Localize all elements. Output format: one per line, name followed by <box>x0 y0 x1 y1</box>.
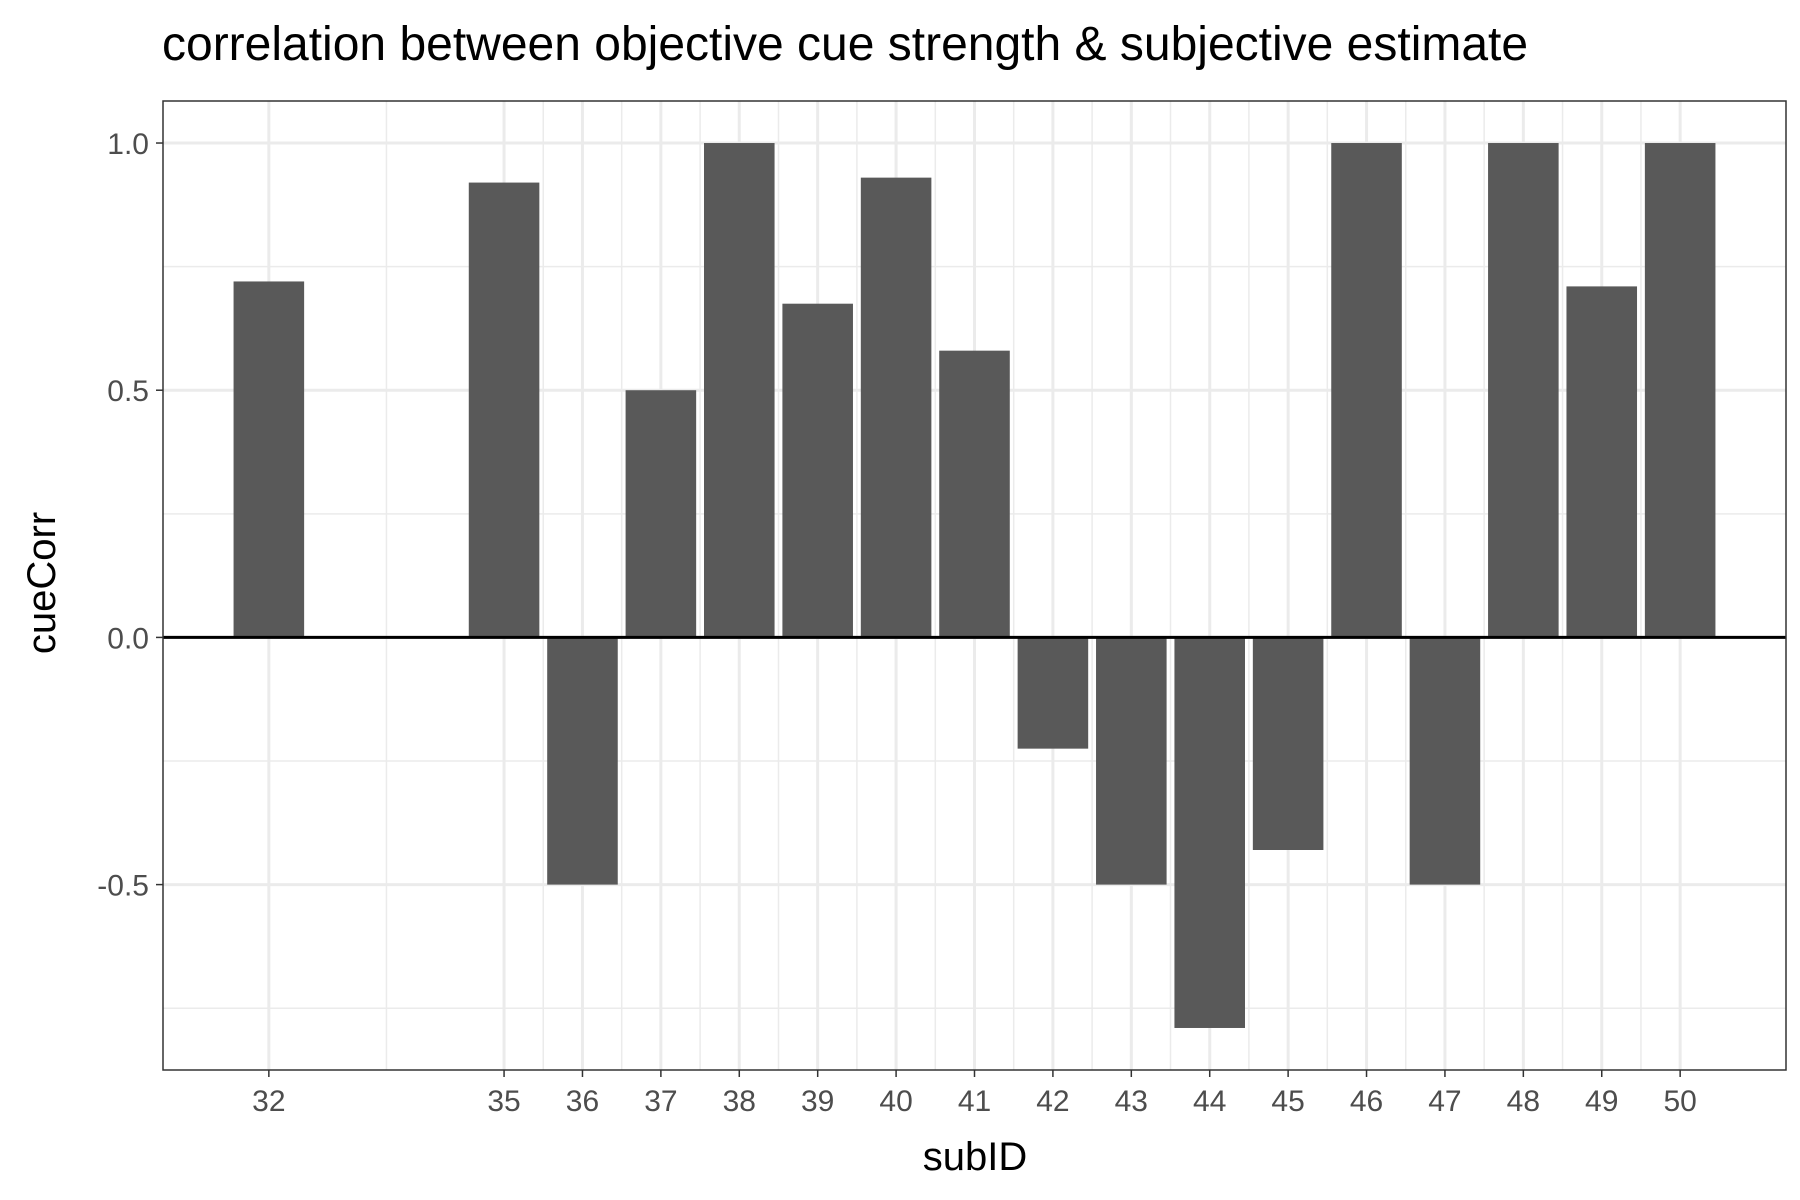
bar <box>1331 143 1402 638</box>
y-tick-label: -0.5 <box>97 870 149 903</box>
x-tick-label: 42 <box>1036 1085 1069 1118</box>
x-tick-label: 41 <box>958 1085 991 1118</box>
x-tick-label: 32 <box>252 1085 285 1118</box>
x-tick-label: 37 <box>644 1085 677 1118</box>
x-tick-label: 50 <box>1663 1085 1696 1118</box>
x-tick-label: 47 <box>1428 1085 1461 1118</box>
x-tick-label: 39 <box>801 1085 834 1118</box>
x-axis-title: subID <box>923 1135 1028 1179</box>
bar <box>1252 637 1324 850</box>
bar <box>468 182 540 638</box>
chart-title: correlation between objective cue streng… <box>162 18 1528 71</box>
bar <box>233 281 305 638</box>
bar <box>625 390 697 638</box>
x-tick-label: 49 <box>1585 1085 1618 1118</box>
x-tick-label: 44 <box>1193 1085 1226 1118</box>
y-tick-label: 1.0 <box>107 128 149 161</box>
y-tick-label: 0.5 <box>107 375 149 408</box>
bar <box>1174 637 1245 1028</box>
y-axis-ticks: -0.5 0.0 0.5 1.0 <box>97 128 163 903</box>
x-axis-ticks: 32 35 36 37 38 39 40 41 42 43 44 45 46 47 48 49 50 <box>252 1070 1697 1118</box>
x-tick-label: 46 <box>1350 1085 1383 1118</box>
bar <box>1017 637 1089 749</box>
bar <box>782 303 853 638</box>
bar <box>1566 286 1638 638</box>
bar <box>939 350 1010 638</box>
x-tick-label: 36 <box>566 1085 599 1118</box>
y-tick-label: 0.0 <box>107 622 149 655</box>
bar <box>1409 637 1481 885</box>
bar <box>547 637 618 885</box>
x-tick-label: 38 <box>723 1085 756 1118</box>
bar <box>1488 143 1559 638</box>
x-tick-label: 43 <box>1115 1085 1148 1118</box>
x-tick-label: 45 <box>1271 1085 1304 1118</box>
y-axis-title: cueCorr <box>20 512 64 654</box>
bar <box>860 177 932 638</box>
x-tick-label: 35 <box>487 1085 520 1118</box>
bars <box>233 143 1716 1028</box>
bar <box>1096 637 1167 885</box>
x-tick-label: 48 <box>1507 1085 1540 1118</box>
bar <box>704 143 775 638</box>
bar <box>1644 143 1716 638</box>
x-tick-label: 40 <box>879 1085 912 1118</box>
